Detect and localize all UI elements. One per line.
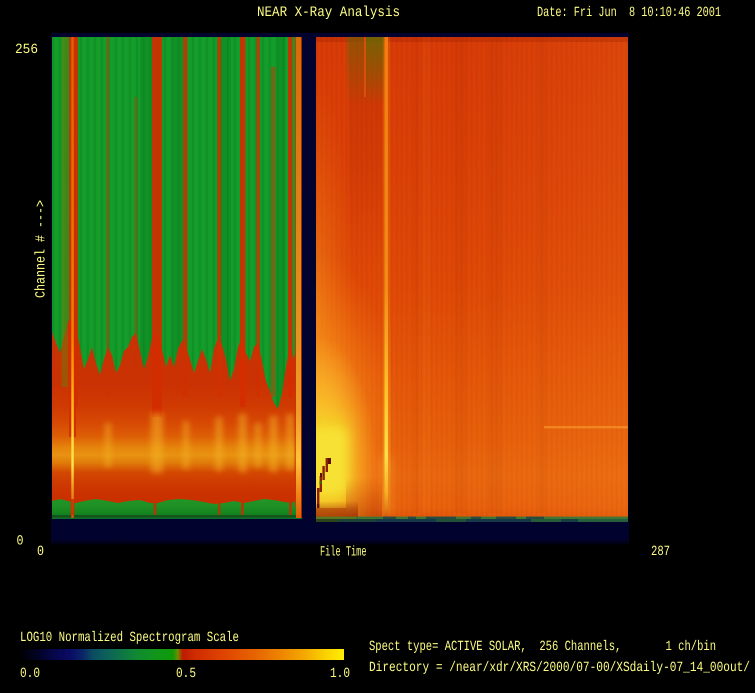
- svg-text:0.0: 0.0: [20, 666, 40, 682]
- svg-text:1.0: 1.0: [330, 666, 350, 682]
- svg-text:Date: Fri Jun 8 10:10:46 2001: Date: Fri Jun 8 10:10:46 2001: [537, 5, 721, 21]
- svg-text:Spect type= ACTIVE SOLAR, 256: Spect type= ACTIVE SOLAR, 256 Channels, …: [369, 639, 716, 655]
- svg-text:0: 0: [37, 544, 44, 560]
- svg-text:0: 0: [17, 534, 24, 550]
- svg-text:Channel # --->: Channel # --->: [34, 200, 50, 298]
- svg-text:LOG10 Normalized Spectrogram S: LOG10 Normalized Spectrogram Scale: [20, 630, 239, 646]
- svg-text:NEAR X-Ray Analysis: NEAR X-Ray Analysis: [257, 5, 400, 21]
- svg-text:Directory = /near/xdr/XRS/2000: Directory = /near/xdr/XRS/2000/07-00/XSd…: [369, 660, 750, 676]
- svg-text:File Time: File Time: [320, 545, 367, 561]
- svg-text:287: 287: [651, 544, 670, 560]
- svg-text:0.5: 0.5: [176, 666, 196, 682]
- svg-text:256: 256: [15, 42, 38, 58]
